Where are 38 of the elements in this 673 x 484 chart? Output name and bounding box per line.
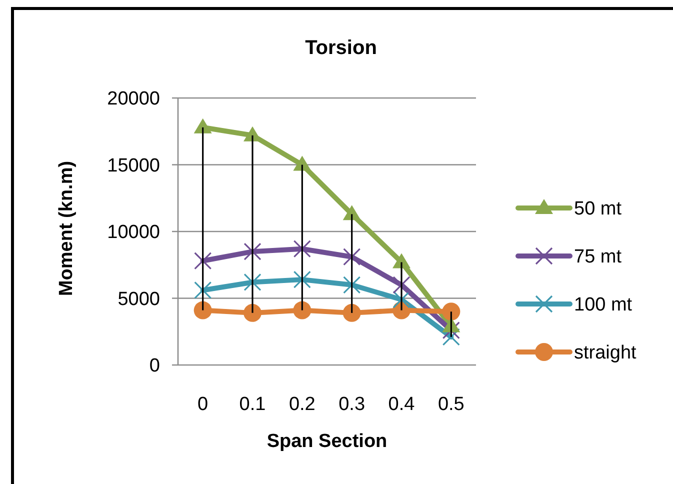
point [342, 304, 361, 322]
point [343, 276, 361, 294]
legend-label: straight [574, 342, 638, 364]
point [244, 242, 262, 260]
point [442, 328, 460, 346]
point [343, 248, 361, 266]
point [244, 304, 262, 322]
point [293, 301, 312, 320]
x-axis-title: Span Section [266, 431, 388, 452]
y-axis-title: Moment (kn.m) [56, 160, 77, 296]
point [293, 156, 312, 171]
legend-label: 50 mt [574, 198, 622, 220]
point [244, 273, 262, 292]
point [392, 290, 410, 308]
x-tick-label: 0.2 [288, 394, 316, 415]
x-tick-label: 0.5 [438, 394, 464, 415]
point [342, 205, 361, 220]
legend-label: 75 mt [574, 246, 622, 268]
point [442, 302, 460, 321]
y-tick-label: 10000 [107, 222, 160, 244]
y-tick-label: 15000 [107, 155, 160, 176]
point [194, 301, 212, 320]
point [194, 118, 212, 134]
legend-label: 100 mt [574, 294, 633, 316]
point [293, 240, 311, 258]
point [442, 321, 460, 340]
point [194, 252, 212, 270]
chart-title: Torsion [305, 37, 377, 59]
x-tick-label: 0.4 [388, 394, 416, 415]
y-tick-label: 0 [149, 356, 160, 377]
x-tick-label: 0.3 [338, 394, 366, 415]
point [293, 270, 311, 288]
y-tick-label: 20000 [107, 88, 160, 110]
y-tick-label: 5000 [118, 288, 160, 310]
point [392, 276, 410, 294]
x-tick-label: 0.1 [239, 394, 266, 415]
point [194, 281, 212, 300]
x-tick-label: 0 [198, 394, 208, 415]
